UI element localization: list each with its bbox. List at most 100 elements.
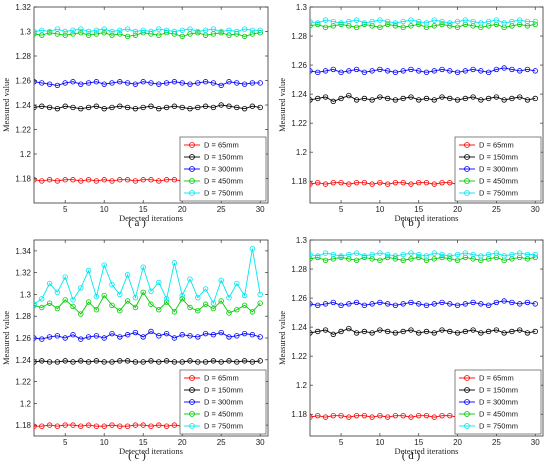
data-point: [315, 179, 321, 186]
data-point: [408, 17, 414, 23]
data-point: [117, 358, 123, 364]
data-point: [353, 97, 360, 103]
data-point: [70, 332, 76, 338]
data-point: [241, 302, 248, 309]
legend-swatch-marker: [189, 154, 195, 160]
data-point: [124, 423, 131, 429]
legend-swatch-marker: [189, 411, 195, 417]
data-point: [392, 330, 399, 336]
data-point: [70, 422, 76, 428]
data-point: [431, 17, 437, 23]
data-point: [524, 330, 531, 336]
data-point: [416, 21, 422, 28]
x-tick-label: 25: [217, 205, 226, 214]
data-point: [70, 177, 76, 183]
data-point: [93, 293, 100, 300]
data-point: [423, 179, 430, 186]
data-point: [315, 95, 321, 102]
data-point: [423, 328, 430, 335]
chart-panel-2: 1.18 1.2 1.22 1.24 1.26 1.28 1.3 5 10 15 20 25 30 Det…: [277, 3, 544, 223]
series-3: [310, 65, 538, 76]
y-tick-label: 1.28: [15, 52, 31, 61]
data-point: [234, 306, 240, 313]
data-point: [241, 292, 248, 299]
legend-swatch-marker: [464, 411, 470, 417]
data-point: [117, 103, 123, 109]
legend-swatch-marker: [464, 375, 470, 381]
data-point: [454, 251, 461, 258]
data-point: [148, 28, 154, 35]
y-tick-label: 1.22: [15, 378, 31, 387]
data-point: [369, 68, 375, 74]
data-point: [109, 302, 115, 309]
chart-panel-4: 1.18 1.2 1.22 1.24 1.26 1.28 1.3 5 10 15 20 25 30 Det…: [277, 236, 544, 456]
data-point: [109, 80, 115, 86]
data-point: [234, 28, 240, 35]
data-point: [218, 82, 224, 89]
data-point: [39, 80, 45, 86]
series-line: [310, 19, 536, 24]
series-line: [34, 360, 261, 363]
data-point: [195, 308, 201, 314]
y-tick-label: 1.28: [291, 265, 307, 274]
data-point: [338, 69, 344, 76]
data-point: [39, 27, 45, 33]
data-point: [416, 254, 422, 261]
data-point: [171, 309, 178, 315]
data-point: [179, 80, 185, 86]
series-4: [34, 289, 263, 317]
data-point: [34, 31, 37, 37]
data-point: [218, 298, 224, 304]
data-point: [447, 256, 453, 262]
data-point: [454, 257, 461, 264]
legend-swatch-marker: [464, 423, 470, 429]
data-point: [140, 264, 146, 270]
data-point: [124, 298, 131, 304]
data-point: [416, 301, 422, 307]
data-point: [226, 334, 232, 340]
series-2: [34, 358, 263, 365]
data-point: [454, 330, 461, 336]
data-point: [493, 250, 500, 256]
data-point: [346, 301, 352, 307]
y-tick-label: 1.26: [15, 334, 31, 343]
data-point: [493, 17, 500, 23]
data-point: [78, 311, 84, 317]
data-point: [384, 301, 391, 307]
legend-entry: D = 150mm: [479, 386, 518, 395]
data-point: [377, 66, 383, 73]
data-point: [524, 66, 531, 73]
data-point: [384, 18, 391, 25]
data-point: [171, 359, 178, 365]
data-point: [501, 65, 507, 71]
data-point: [447, 95, 453, 102]
data-point: [101, 177, 107, 183]
data-point: [109, 104, 115, 111]
data-point: [392, 20, 399, 26]
data-point: [431, 301, 437, 307]
data-point: [416, 18, 422, 25]
data-point: [509, 299, 515, 306]
legend-swatch-marker: [189, 423, 195, 429]
x-tick-label: 10: [375, 205, 384, 214]
data-point: [439, 251, 445, 258]
data-point: [93, 178, 100, 184]
data-point: [140, 289, 146, 295]
data-point: [34, 423, 37, 429]
data-point: [62, 335, 68, 341]
data-point: [322, 327, 329, 333]
data-point: [400, 301, 406, 307]
data-point: [369, 251, 375, 258]
data-point: [517, 94, 523, 100]
data-point: [124, 272, 131, 278]
data-point: [101, 262, 107, 268]
data-point: [78, 30, 84, 36]
data-point: [54, 359, 61, 365]
data-point: [70, 297, 76, 303]
data-point: [330, 412, 336, 419]
data-point: [369, 181, 375, 187]
y-tick-label: 1.3: [20, 290, 32, 299]
data-point: [202, 27, 209, 33]
y-tick-label: 1.2: [20, 150, 32, 159]
data-point: [148, 358, 154, 364]
